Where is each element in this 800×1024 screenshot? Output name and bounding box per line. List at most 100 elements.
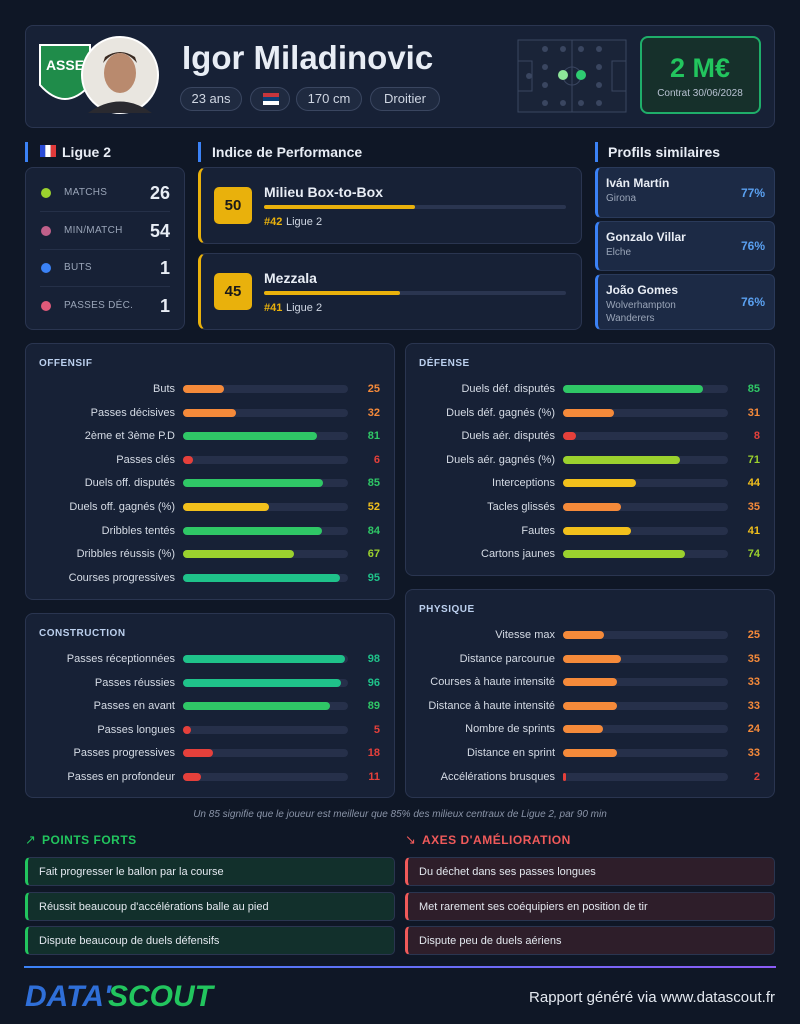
list-icon: ↘: [405, 832, 416, 847]
stat-value: 96: [367, 676, 380, 689]
stat-bar: [563, 385, 704, 393]
stat-bar: [183, 503, 269, 511]
header-images: ASSE: [39, 36, 159, 114]
stat-icon: [41, 263, 51, 273]
stat-value: 67: [367, 548, 380, 561]
stat-bar: [183, 773, 202, 781]
stat-label: Vitesse max: [495, 629, 555, 641]
stat-label: Passes progressives: [73, 747, 176, 760]
tag: Droitier: [370, 87, 440, 111]
stat-bar: [563, 455, 681, 464]
bar-track: [563, 678, 728, 687]
stat-value: 85: [747, 383, 760, 395]
rank: #42: [264, 216, 283, 228]
value-box: [640, 36, 761, 114]
logo-part: DATA': [25, 980, 112, 1013]
stat-bar: [563, 408, 615, 417]
score-bar: [264, 291, 400, 295]
stat-bar: [183, 702, 330, 711]
section-title: DÉFENSE: [419, 358, 470, 369]
score-box: 45: [214, 273, 252, 310]
footnote: Un 85 signifie que le joueur est meilleu…: [193, 809, 607, 820]
rank-league: Ligue 2: [286, 302, 323, 314]
separator: [40, 248, 170, 250]
list-icon: ↗: [25, 832, 36, 847]
stat-label: BUTS: [64, 262, 92, 273]
stat-value: 32: [367, 406, 380, 419]
stat-icon: [41, 188, 51, 198]
contract: Contrat 30/06/2028: [657, 88, 743, 99]
bar-track: [563, 631, 728, 639]
stat-value: 35: [747, 652, 760, 665]
stat-label: Accélérations brusques: [440, 770, 555, 783]
stat-bar: [183, 432, 317, 441]
stat-label: MIN/MATCH: [64, 224, 123, 236]
list-item: Dispute peu de duels aériens: [405, 926, 775, 955]
list-item: Réussit beaucoup d'accélérations balle a…: [25, 891, 395, 921]
rank: #41: [264, 302, 283, 314]
stat-label: Passes longues: [97, 723, 175, 736]
stat-bar: [183, 655, 345, 663]
stat-label: Passes en avant: [93, 700, 175, 713]
stat-bar: [183, 385, 225, 393]
accent: [198, 142, 201, 162]
france-flag: [40, 145, 56, 157]
stat-value: 1: [159, 258, 170, 278]
bar-track: [264, 291, 566, 295]
stat-label: Passes en profondeur: [67, 771, 175, 783]
similar-name: Iván Martín: [606, 176, 670, 190]
serbia-flag: [263, 93, 279, 105]
stat-bar: [563, 503, 621, 511]
stat-value: 95: [367, 571, 380, 584]
stat-label: Tacles glissés: [487, 501, 555, 513]
stat-value: 2: [753, 770, 760, 783]
stat-label: Distance à haute intensité: [428, 699, 555, 712]
stat-bar: [563, 479, 636, 488]
section-title: PHYSIQUE: [419, 604, 475, 615]
stat-label: PASSES DÉC.: [64, 299, 134, 311]
stat-label: Passes clés: [116, 453, 175, 466]
stat-bar: [183, 573, 340, 582]
similar-match: 76%: [740, 239, 765, 253]
stat-label: MATCHS: [64, 187, 108, 198]
stat-bar: [183, 678, 342, 687]
market-value: 2 M€: [669, 53, 731, 83]
stat-value: 18: [367, 747, 380, 760]
stat-label: Dribbles tentés: [101, 524, 175, 537]
stat-bar: [563, 725, 603, 734]
role: Mezzala: [264, 270, 317, 286]
stat-label: Passes décisives: [90, 406, 175, 419]
bar-track: [563, 772, 728, 781]
bar-track: [563, 432, 728, 441]
stat-bar: [563, 432, 577, 441]
bar-track: [563, 479, 728, 488]
flag-tag: [250, 87, 290, 111]
similar-club: Girona: [606, 193, 637, 204]
svg-text:ASSE: ASSE: [46, 57, 84, 73]
stat-value: 31: [747, 406, 760, 419]
stat-label: Passes réussies: [94, 676, 175, 689]
similar-title: Profils similaires: [608, 144, 721, 160]
section-card: [405, 589, 775, 798]
similar-club: Elche: [606, 247, 632, 258]
league-name: Ligue 2: [62, 144, 112, 160]
stat-value: 25: [367, 383, 380, 395]
stat-value: 25: [747, 629, 760, 641]
score-bar: [264, 205, 415, 209]
bar-track: [183, 725, 348, 734]
stat-value: 26: [149, 183, 170, 203]
divider: [24, 966, 776, 968]
list-item: Fait progresser le ballon par la course: [25, 857, 395, 886]
bar-track: [563, 654, 728, 663]
stat-bar: [563, 701, 618, 710]
stat-value: 84: [367, 524, 380, 537]
bar-track: [563, 503, 728, 511]
stat-bar: [563, 772, 567, 781]
stat-label: Duels aér. gagnés (%): [446, 453, 555, 466]
stat-label: Cartons jaunes: [481, 548, 555, 561]
stat-label: Interceptions: [492, 477, 555, 490]
list-item: Du déchet dans ses passes longues: [405, 857, 775, 886]
rank-league: Ligue 2: [286, 216, 323, 228]
stat-bar: [183, 408, 236, 417]
